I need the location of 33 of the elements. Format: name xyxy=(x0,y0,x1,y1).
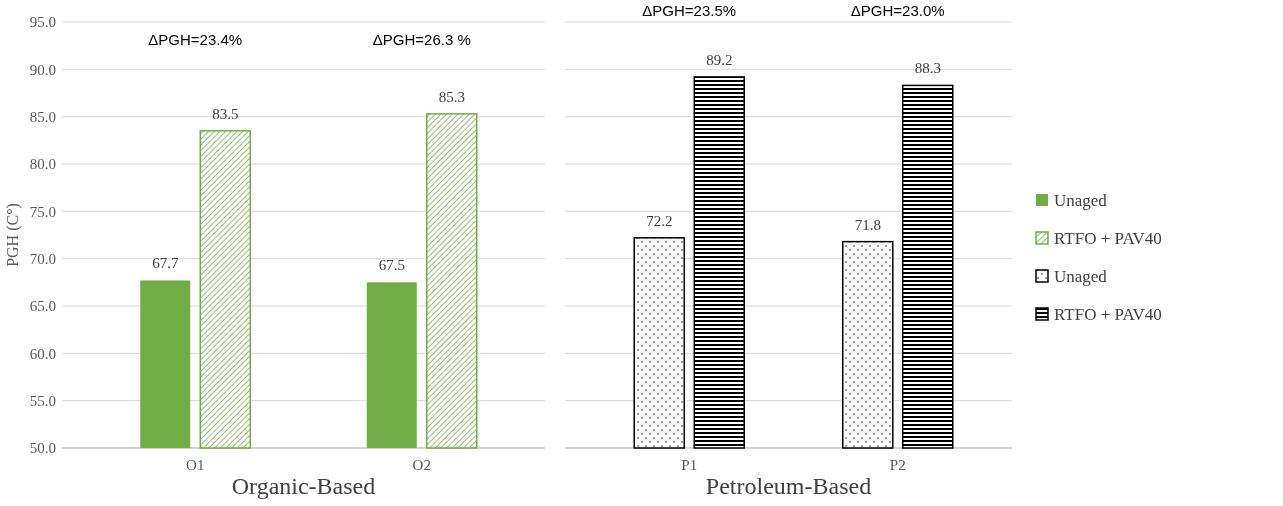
text: 55.0 xyxy=(29,392,56,409)
text: ΔPGH=23.5% xyxy=(642,2,737,19)
data-label: 71.8 xyxy=(854,216,881,233)
text: 60.0 xyxy=(29,345,56,362)
data-label: 88.3 xyxy=(914,60,941,77)
text: 95.0 xyxy=(29,14,56,31)
data-label: 89.2 xyxy=(706,51,733,68)
data-label: 85.3 xyxy=(438,88,465,105)
x-axis-title: Petroleum-Based xyxy=(705,473,872,499)
y-axis-title: PGH (C°) xyxy=(4,203,22,267)
x-tick-label: O1 xyxy=(186,457,205,473)
data-label: 83.5 xyxy=(212,105,239,122)
data-label: 72.2 xyxy=(646,212,673,229)
text: 80.0 xyxy=(29,156,56,173)
text: 70.0 xyxy=(29,250,56,267)
data-label: 67.5 xyxy=(378,257,405,274)
legend-label: RTFO + PAV40 xyxy=(1054,228,1162,248)
x-tick-label: P1 xyxy=(681,457,698,473)
x-tick-label: P2 xyxy=(889,457,906,473)
annotation: ΔPGH=26.3 % xyxy=(372,31,471,48)
x-tick-label: O2 xyxy=(412,457,431,473)
text: ΔPGH=23.0% xyxy=(850,2,945,19)
text: 75.0 xyxy=(29,203,56,220)
text: 85.0 xyxy=(29,108,56,125)
legend-label: Unaged xyxy=(1054,266,1108,286)
annotation: ΔPGH=23.4% xyxy=(148,31,243,48)
text: 50.0 xyxy=(29,440,56,457)
legend-label: RTFO + PAV40 xyxy=(1054,304,1162,324)
legend-label: Unaged xyxy=(1054,190,1108,210)
text: 90.0 xyxy=(29,61,56,78)
text: 65.0 xyxy=(29,298,56,315)
data-label: 67.7 xyxy=(152,255,179,272)
x-axis-title: Organic-Based xyxy=(231,473,376,499)
